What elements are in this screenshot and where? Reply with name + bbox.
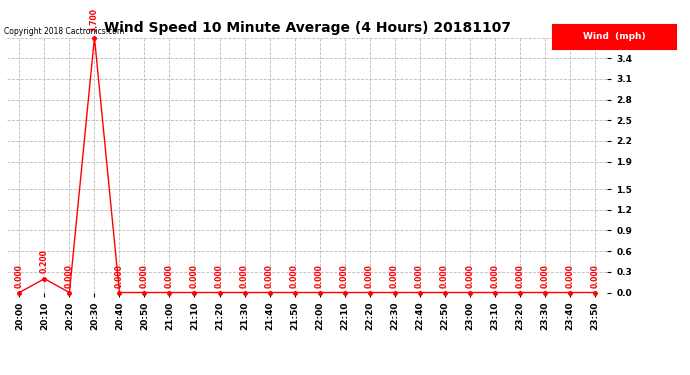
Text: 0.000: 0.000 bbox=[290, 264, 299, 288]
Text: 0.000: 0.000 bbox=[15, 264, 24, 288]
Text: 0.000: 0.000 bbox=[265, 264, 274, 288]
Text: 0.000: 0.000 bbox=[365, 264, 374, 288]
Text: 0.200: 0.200 bbox=[40, 249, 49, 273]
Title: Wind Speed 10 Minute Average (4 Hours) 20181107: Wind Speed 10 Minute Average (4 Hours) 2… bbox=[104, 21, 511, 35]
Text: 0.000: 0.000 bbox=[315, 264, 324, 288]
Text: Copyright 2018 Cactronics.com: Copyright 2018 Cactronics.com bbox=[4, 27, 124, 36]
Text: 0.000: 0.000 bbox=[115, 264, 124, 288]
Text: 0.000: 0.000 bbox=[390, 264, 399, 288]
Text: 0.000: 0.000 bbox=[440, 264, 449, 288]
Text: 0.000: 0.000 bbox=[565, 264, 574, 288]
Text: 0.000: 0.000 bbox=[540, 264, 549, 288]
Text: 0.000: 0.000 bbox=[465, 264, 474, 288]
Text: 0.000: 0.000 bbox=[590, 264, 599, 288]
Text: 0.000: 0.000 bbox=[215, 264, 224, 288]
Text: 0.000: 0.000 bbox=[140, 264, 149, 288]
Text: 3.700: 3.700 bbox=[90, 8, 99, 32]
Text: 0.000: 0.000 bbox=[415, 264, 424, 288]
Text: 0.000: 0.000 bbox=[340, 264, 349, 288]
Text: 0.000: 0.000 bbox=[240, 264, 249, 288]
Text: 0.000: 0.000 bbox=[65, 264, 74, 288]
Text: 0.000: 0.000 bbox=[490, 264, 499, 288]
Text: 0.000: 0.000 bbox=[515, 264, 524, 288]
Text: Wind  (mph): Wind (mph) bbox=[583, 32, 645, 41]
Text: 0.000: 0.000 bbox=[190, 264, 199, 288]
Text: 0.000: 0.000 bbox=[165, 264, 174, 288]
